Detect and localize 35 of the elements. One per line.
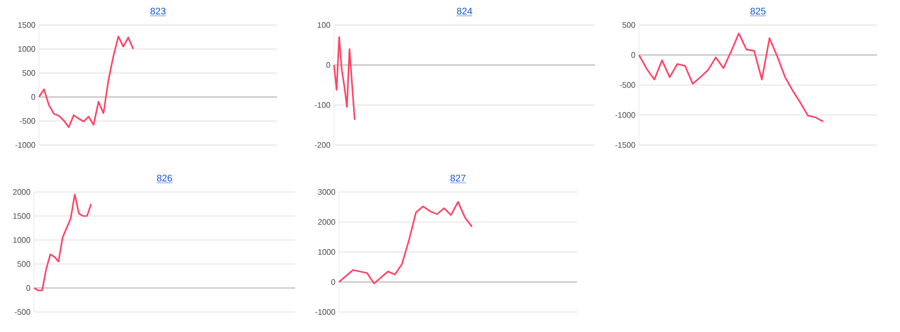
chart-title: 825 [750, 8, 766, 14]
y-tick-label: 500 [22, 70, 36, 76]
y-tick-label: -100 [314, 102, 330, 108]
y-tick-label: 0 [331, 279, 336, 285]
y-tick-label: 1000 [318, 249, 336, 255]
y-tick-label: -200 [314, 142, 330, 148]
y-tick-label: 0 [326, 62, 330, 68]
y-tick-label: 100 [318, 22, 330, 28]
y-tick-label: -1000 [15, 142, 36, 148]
y-tick-label: -1000 [615, 112, 636, 118]
y-tick-label: -1500 [615, 142, 636, 148]
line-series [333, 36, 356, 121]
y-tick-label: 1000 [13, 237, 30, 243]
y-tick-label: 3000 [318, 189, 336, 195]
line-series [638, 32, 824, 122]
y-tick-label: -500 [620, 82, 636, 88]
y-tick-label: 0 [631, 52, 636, 58]
y-tick-label: -1000 [315, 309, 336, 315]
chart-title: 823 [150, 8, 166, 14]
chart-title: 824 [456, 8, 472, 14]
y-tick-label: 1500 [18, 22, 36, 28]
y-tick-label: 500 [622, 22, 636, 28]
y-tick-label: 0 [31, 94, 36, 100]
y-tick-label: 2000 [13, 189, 30, 195]
chart-title: 827 [450, 174, 466, 182]
line-series [38, 36, 134, 128]
y-tick-label: 500 [17, 261, 30, 267]
y-tick-label: 2000 [318, 219, 336, 225]
y-tick-label: 1500 [13, 213, 30, 219]
y-tick-label: 0 [26, 285, 30, 291]
y-tick-label: -500 [20, 118, 36, 124]
y-tick-label: 1000 [18, 46, 36, 52]
chart-title: 826 [157, 174, 172, 182]
line-series [33, 194, 92, 292]
y-tick-label: -500 [14, 309, 30, 315]
